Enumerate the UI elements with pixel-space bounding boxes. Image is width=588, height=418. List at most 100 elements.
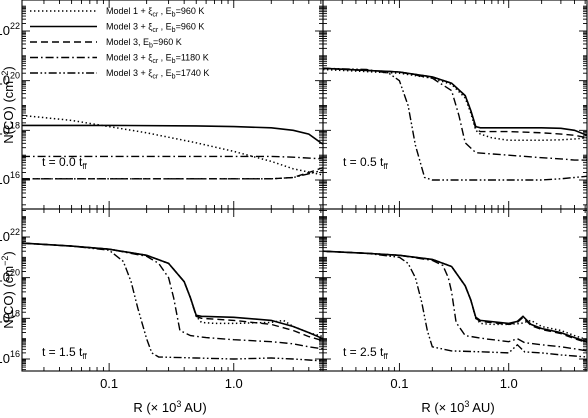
legend-sub: cr: [152, 58, 159, 65]
legend-esub: b: [172, 27, 176, 34]
y-tick-label-base: 10: [0, 122, 10, 137]
series-line-dashdotdot: [323, 250, 587, 358]
y-tick-label-exp: 22: [10, 21, 20, 31]
y-tick-label-exp: 18: [10, 120, 20, 130]
x-tick-label: 0.1: [100, 376, 118, 391]
legend-esub: b: [172, 58, 176, 65]
series-line-dashdotdot: [22, 242, 323, 362]
legend-entry: Model 3 + ξcr , Eb=1180 K: [106, 53, 209, 66]
time-annotation: t = 1.5 tff: [42, 345, 87, 361]
legend-rest: , E: [158, 22, 172, 32]
y-tick-label-exp: 20: [10, 268, 20, 278]
panel-3: 10161018102010220.11.0t = 1.5 tff: [0, 208, 324, 391]
series-line-dotted: [323, 68, 587, 142]
y-tick-label: 1020: [0, 268, 20, 285]
legend-eval: =960 K: [176, 22, 205, 32]
series-group: [22, 114, 323, 180]
legend-eval: =1180 K: [176, 53, 209, 63]
y-tick-label-base: 10: [0, 23, 10, 38]
y-axis-label-top: N(CO) (cm−2): [0, 66, 16, 143]
series-line-dashdot: [323, 250, 587, 352]
time-annotation-main: t = 1.5 t: [42, 345, 83, 359]
legend-rest: , E: [158, 6, 172, 16]
time-annotation: t = 2.5 tff: [343, 345, 388, 361]
series-line-solid: [22, 242, 323, 340]
series-line-dashdot: [22, 155, 323, 160]
y-axis-label-text: N(CO) (cm: [1, 81, 16, 144]
series-group: [323, 250, 587, 358]
y-tick-label-base: 10: [0, 172, 10, 187]
x-axis-label-close: AU): [469, 400, 494, 415]
legend-text: Model 3 + ξ: [106, 68, 152, 78]
series-line-dashed: [22, 166, 323, 180]
y-tick-label: 1022: [0, 21, 20, 38]
y-tick-label-exp: 18: [10, 308, 20, 318]
time-annotation-main: t = 0.5 t: [343, 155, 384, 169]
y-tick-label-base: 10: [0, 229, 10, 244]
legend-esub: b: [172, 74, 176, 81]
time-annotation-sub: ff: [383, 162, 388, 171]
x-axis-label-close: AU): [181, 400, 206, 415]
legend-entry: Model 3, Eb=960 K: [106, 37, 182, 50]
y-tick-label: 1018: [0, 308, 20, 325]
y-tick-label: 1022: [0, 227, 20, 244]
y-axis-label-text: N(CO) (cm: [1, 266, 16, 329]
time-annotation-sub: ff: [383, 352, 388, 361]
legend-eval: =1740 K: [176, 68, 210, 78]
legend-text: Model 3 + ξ: [106, 53, 152, 63]
x-axis-label-right: R (× 103 AU): [421, 399, 494, 415]
legend-entry: Model 3 + ξcr , Eb=960 K: [106, 22, 204, 35]
legend-esub: b: [149, 43, 153, 50]
time-annotation-sub: ff: [82, 352, 87, 361]
time-annotation-sub: ff: [82, 162, 87, 171]
legend-eval: =960 K: [176, 6, 205, 16]
series-line-dotted: [323, 250, 587, 341]
time-annotation: t = 0.5 tff: [343, 155, 388, 171]
y-tick-label-exp: 22: [10, 227, 20, 237]
x-tick-label: 1.0: [500, 376, 518, 391]
legend-entry: Model 3 + ξcr , Eb=1740 K: [106, 68, 209, 81]
series-line-dashdot: [323, 67, 587, 161]
time-annotation-main: t = 2.5 t: [343, 345, 384, 359]
panel-2: t = 0.5 tff: [322, 0, 588, 210]
legend-esub: b: [172, 12, 176, 19]
legend-text: Model 3, E: [106, 37, 149, 47]
legend-entry: Model 1 + ξcr , Eb=960 K: [106, 6, 204, 19]
y-tick-label-exp: 16: [10, 170, 20, 180]
series-group: [323, 67, 587, 181]
series-line-dotted: [22, 114, 323, 176]
x-axis-label-text: R (× 10: [133, 400, 176, 415]
x-tick-label: 0.1: [390, 376, 408, 391]
series-line-dashdot: [22, 242, 323, 350]
y-tick-label-base: 10: [0, 270, 10, 285]
y-tick-label: 1016: [0, 349, 20, 366]
legend-text: Model 3 + ξ: [106, 22, 152, 32]
y-tick-label: 1018: [0, 120, 20, 137]
series-line-dashed: [323, 250, 587, 344]
series-line-dashed: [323, 67, 587, 139]
series-line-dashdotdot: [22, 169, 323, 180]
x-axis-label-text: R (× 10: [421, 400, 464, 415]
y-axis-label-close: ): [1, 251, 16, 255]
y-axis-label-sup: −2: [0, 71, 10, 81]
time-annotation-main: t = 0.0 t: [42, 155, 83, 169]
y-tick-label-base: 10: [0, 73, 10, 88]
y-axis-label-close: ): [1, 66, 16, 70]
y-tick-label-base: 10: [0, 310, 10, 325]
y-axis-label-bottom: N(CO) (cm−2): [0, 251, 16, 328]
panel-4: 0.1 1.0 t = 2.5 tff: [322, 208, 588, 391]
legend-sub: cr: [152, 74, 159, 81]
x-axis-label-sup: 3: [176, 399, 181, 409]
legend-rest: , E: [158, 68, 172, 78]
x-tick-label: 1.0: [225, 376, 243, 391]
series-line-solid: [22, 124, 323, 145]
legend-sub: cr: [152, 27, 159, 34]
legend-eval: =960 K: [153, 37, 182, 47]
y-tick-label: 1016: [0, 170, 20, 187]
y-tick-label-exp: 16: [10, 349, 20, 359]
panel-frame: [322, 208, 588, 372]
y-tick-label-exp: 20: [10, 71, 20, 81]
